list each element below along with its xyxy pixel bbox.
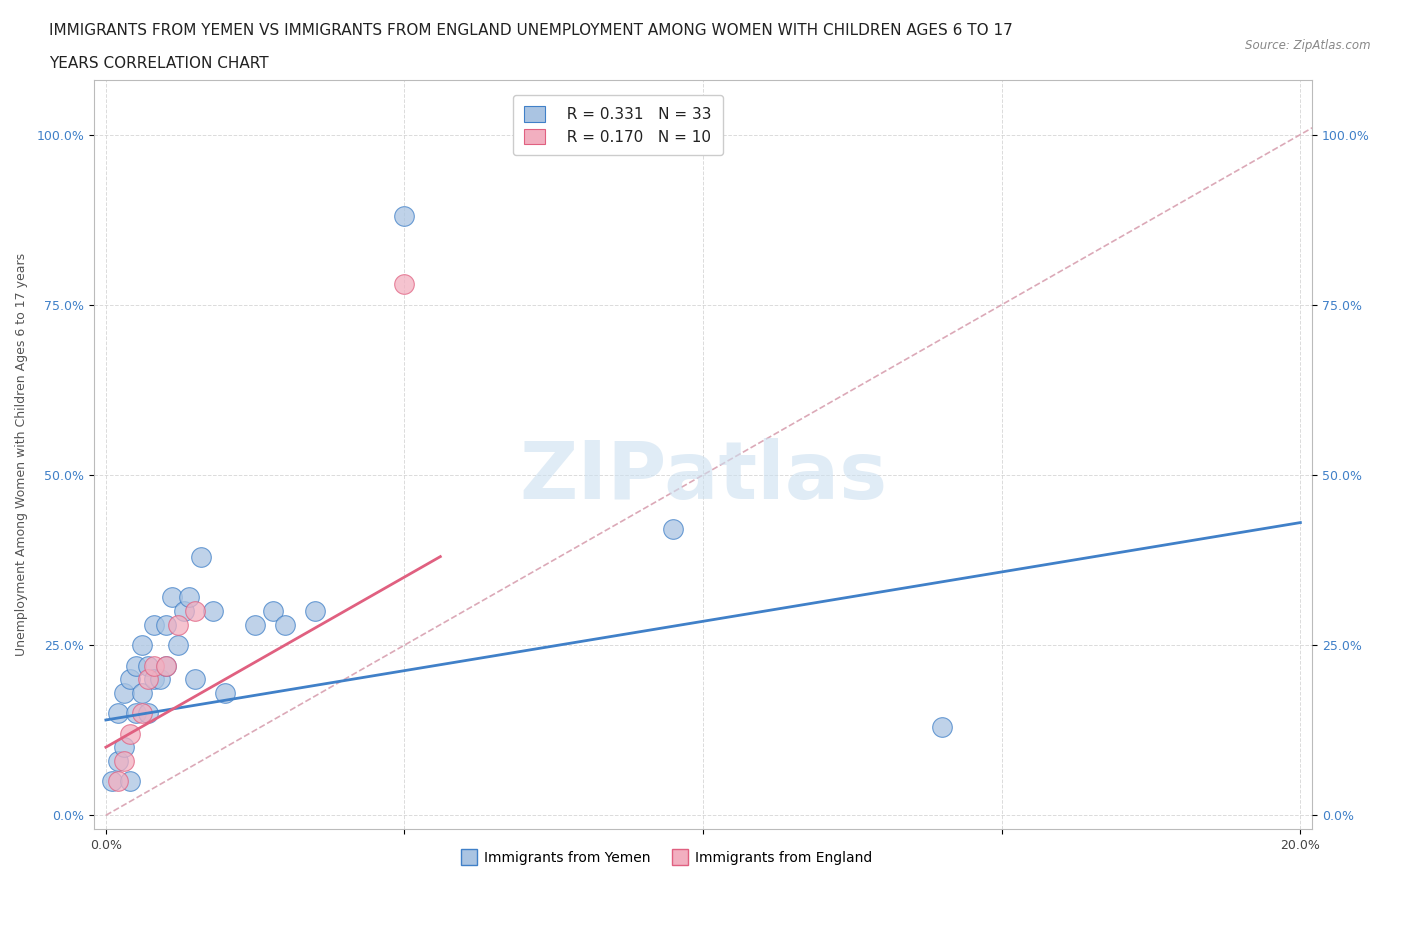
Point — [107, 774, 129, 789]
Text: Source: ZipAtlas.com: Source: ZipAtlas.com — [1246, 39, 1371, 52]
Point — [394, 277, 416, 292]
Point — [184, 604, 207, 618]
Point — [118, 726, 141, 741]
Point — [202, 604, 225, 618]
Point — [166, 638, 188, 653]
Text: YEARS CORRELATION CHART: YEARS CORRELATION CHART — [49, 56, 269, 71]
Point — [101, 774, 124, 789]
Point — [184, 671, 207, 686]
Point — [262, 604, 284, 618]
Point — [142, 618, 165, 632]
Point — [173, 604, 195, 618]
Point — [131, 638, 153, 653]
Point — [107, 753, 129, 768]
Point — [107, 706, 129, 721]
Point — [142, 671, 165, 686]
Point — [394, 209, 416, 224]
Point — [190, 550, 212, 565]
Point — [662, 522, 685, 537]
Legend: Immigrants from Yemen, Immigrants from England: Immigrants from Yemen, Immigrants from E… — [456, 845, 877, 870]
Point — [136, 671, 159, 686]
Point — [274, 618, 297, 632]
Text: ZIPatlas: ZIPatlas — [519, 438, 887, 516]
Point — [136, 706, 159, 721]
Point — [112, 753, 135, 768]
Point — [118, 774, 141, 789]
Point — [155, 658, 177, 673]
Point — [166, 618, 188, 632]
Point — [112, 685, 135, 700]
Point — [243, 618, 266, 632]
Point — [155, 618, 177, 632]
Point — [142, 658, 165, 673]
Point — [131, 685, 153, 700]
Point — [118, 671, 141, 686]
Y-axis label: Unemployment Among Women with Children Ages 6 to 17 years: Unemployment Among Women with Children A… — [15, 253, 28, 656]
Point — [160, 590, 183, 604]
Point — [179, 590, 201, 604]
Point — [131, 706, 153, 721]
Point — [304, 604, 326, 618]
Point — [155, 658, 177, 673]
Point — [125, 706, 148, 721]
Point — [149, 671, 172, 686]
Point — [112, 739, 135, 754]
Point — [931, 719, 953, 734]
Point — [214, 685, 236, 700]
Point — [125, 658, 148, 673]
Point — [136, 658, 159, 673]
Text: IMMIGRANTS FROM YEMEN VS IMMIGRANTS FROM ENGLAND UNEMPLOYMENT AMONG WOMEN WITH C: IMMIGRANTS FROM YEMEN VS IMMIGRANTS FROM… — [49, 23, 1012, 38]
